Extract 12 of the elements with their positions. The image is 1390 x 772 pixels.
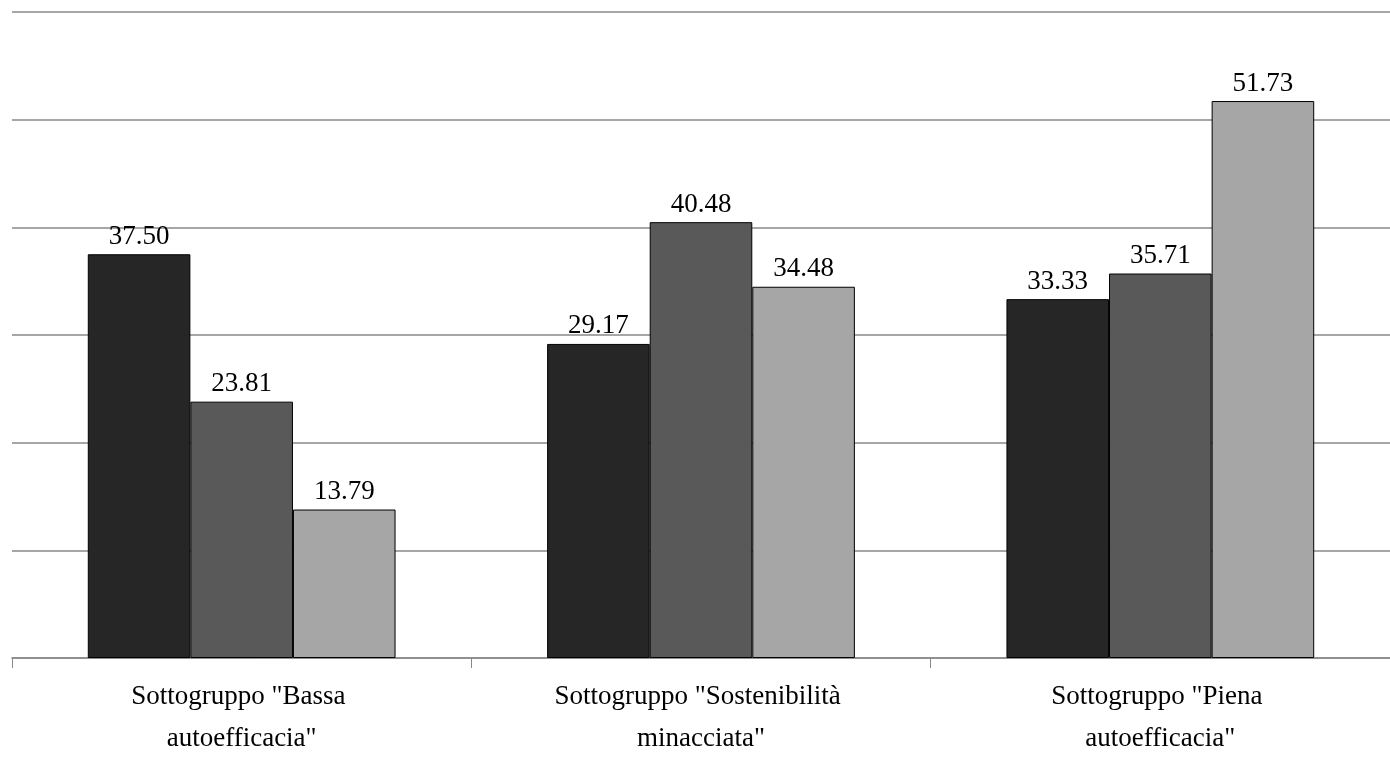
x-tick-label: Sottogruppo "Sostenibilità minacciata" xyxy=(554,680,848,752)
data-label: 37.50 xyxy=(108,219,170,250)
data-label: 34.48 xyxy=(773,252,834,283)
data-label: 13.79 xyxy=(313,475,375,506)
data-label: 23.81 xyxy=(211,367,273,398)
data-label: 33.33 xyxy=(1027,264,1089,295)
x-tick-label: Sottogruppo "Bassa autoefficacia" xyxy=(131,680,353,752)
data-label: 35.71 xyxy=(1129,239,1191,270)
data-label: 29.17 xyxy=(568,309,629,340)
data-label: 40.48 xyxy=(670,187,732,218)
x-tick-label: Sottogruppo "Piena autoefficacia" xyxy=(1051,680,1270,752)
data-label: 51.73 xyxy=(1232,66,1294,97)
